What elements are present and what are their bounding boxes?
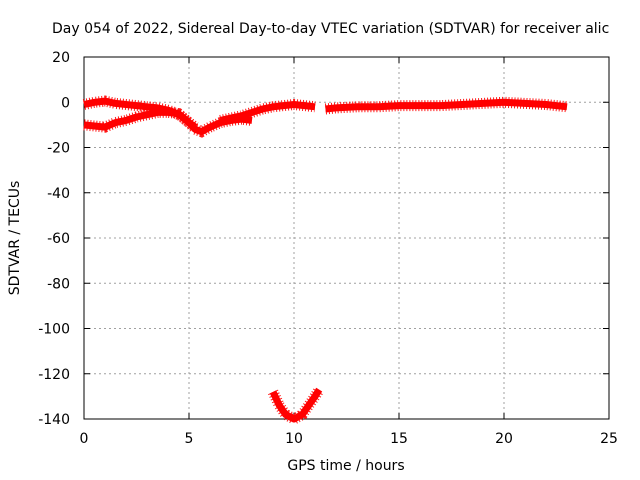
- grid: [84, 57, 609, 419]
- x-tick-label: 0: [80, 431, 89, 447]
- x-axis-label: GPS time / hours: [287, 458, 404, 474]
- x-tick-label: 5: [185, 431, 194, 447]
- x-tick-label: 15: [390, 431, 408, 447]
- series-line-5: [269, 387, 323, 423]
- series-band-2: [82, 95, 199, 132]
- y-tick-label: -80: [47, 276, 70, 292]
- chart-title: Day 054 of 2022, Sidereal Day-to-day VTE…: [52, 21, 609, 37]
- y-tick-label: -100: [38, 322, 70, 338]
- series-band-1: [83, 106, 253, 138]
- y-tick-label: 20: [52, 50, 70, 66]
- y-tick-label: 0: [61, 95, 70, 111]
- series-line-4: [325, 98, 568, 113]
- x-tick-label: 20: [495, 431, 513, 447]
- y-tick-label: -20: [47, 141, 70, 157]
- y-tick-label: -60: [47, 231, 70, 247]
- y-axis-label: SDTVAR / TECUs: [7, 181, 23, 296]
- series-band-3: [219, 98, 316, 126]
- x-tick-label: 25: [600, 431, 618, 447]
- y-tick-label: -120: [38, 367, 70, 383]
- series-group: [82, 95, 568, 426]
- y-tick-label: -140: [38, 412, 70, 428]
- x-tick-label: 10: [285, 431, 303, 447]
- axis-ticks: 0 5 10 15 20 25 20 0 -20 -40 -60 -80 -100 -120 -140: [38, 50, 618, 447]
- y-tick-label: -40: [47, 186, 70, 202]
